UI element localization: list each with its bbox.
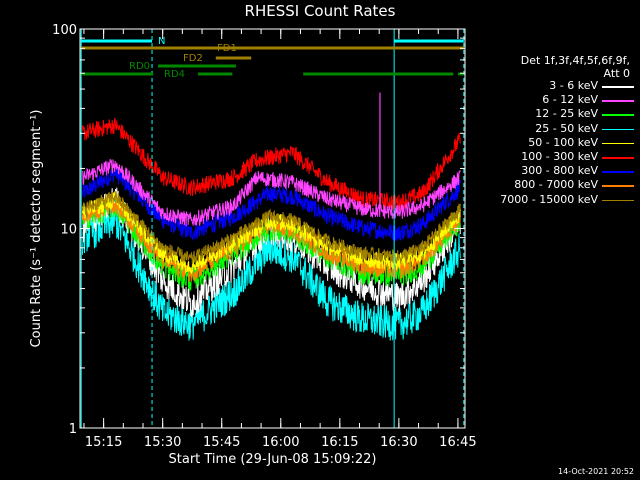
legend-item: 300 - 800 keV	[470, 164, 640, 178]
legend-swatch	[602, 171, 634, 173]
legend-swatch	[602, 100, 634, 102]
series-line-25-50-kev	[81, 204, 461, 341]
x-tick-label: 16:45	[439, 435, 476, 450]
x-tick-label: 15:45	[203, 435, 240, 450]
x-tick-label: 15:15	[85, 435, 122, 450]
legend-label: 12 - 25 keV	[535, 107, 598, 121]
y-tick-label: 10	[60, 223, 77, 238]
legend-subtitle: Att 0	[603, 67, 630, 80]
legend-label: 100 - 300 keV	[521, 150, 598, 163]
series-line-3-6-kev	[81, 187, 461, 317]
x-axis-label: Start Time (29-Jun-08 15:09:22)	[169, 452, 377, 467]
legend-label: 25 - 50 keV	[535, 121, 598, 135]
legend-item: 6 - 12 keV	[470, 93, 640, 107]
legend-item: 800 - 7000 keV	[470, 178, 640, 192]
legend-label: 800 - 7000 keV	[514, 178, 598, 192]
legend-swatch	[602, 86, 634, 88]
legend-item: 25 - 50 keV	[470, 122, 640, 136]
series-line-6-12-kev	[81, 158, 461, 227]
chart-title: RHESSI Count Rates	[244, 2, 396, 20]
flag-label-fd2: FD2	[183, 53, 203, 64]
legend-item: 50 - 100 keV	[470, 136, 640, 150]
legend-label: 6 - 12 keV	[542, 93, 598, 107]
legend-label: 7000 - 15000 keV	[500, 192, 598, 206]
flag-label-rd0: RD0	[129, 61, 150, 72]
legend-swatch	[602, 128, 634, 131]
series-line-7000-15000-kev	[81, 191, 461, 264]
flag-label-rd4: RD4	[164, 69, 185, 80]
legend-item: 12 - 25 keV	[470, 107, 640, 121]
series-line-100-300-kev	[81, 117, 461, 211]
flag-label-fd1: FD1	[217, 43, 237, 54]
legend-item: 7000 - 15000 keV	[470, 193, 640, 207]
timestamp: 14-Oct-2021 20:52	[558, 467, 634, 476]
series-line-50-100-kev	[81, 191, 461, 274]
legend-swatch	[602, 199, 634, 202]
y-tick-label: 100	[52, 23, 77, 38]
legend-item: 100 - 300 keV	[470, 150, 640, 164]
legend-item: 3 - 6 keV	[470, 79, 640, 93]
legend-swatch	[602, 185, 634, 187]
legend-label: 50 - 100 keV	[528, 135, 598, 149]
legend-label: 3 - 6 keV	[549, 79, 598, 92]
y-tick-label: 1	[69, 422, 77, 437]
legend-label: 300 - 800 keV	[521, 164, 598, 178]
y-axis-label: Count Rate (s⁻¹ detector segment⁻¹)	[29, 110, 44, 348]
x-tick-label: 15:30	[144, 435, 181, 450]
legend-swatch	[602, 157, 634, 159]
legend-swatch	[602, 142, 634, 145]
x-tick-label: 16:15	[321, 435, 358, 450]
x-tick-label: 16:00	[262, 435, 299, 450]
legend-title: Det 1f,3f,4f,5f,6f,9f,	[520, 54, 630, 67]
legend-swatch	[602, 114, 634, 116]
flag-label-n: N	[158, 36, 165, 47]
x-tick-label: 16:30	[380, 435, 417, 450]
